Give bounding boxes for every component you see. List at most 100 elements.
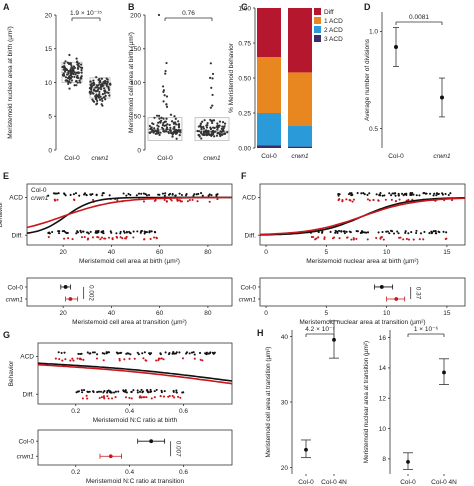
panel-b-point	[205, 124, 208, 127]
panel-e-point	[142, 192, 145, 195]
panel-f-point	[409, 191, 412, 195]
panel-b-point	[223, 132, 227, 135]
panel-e-point	[85, 231, 89, 234]
panel-h1-y-tick-label: 30	[281, 399, 289, 406]
panel-g-point	[182, 391, 185, 394]
panel-a-point	[76, 76, 79, 79]
panel-a-point	[73, 84, 76, 87]
panel-g-point	[100, 396, 103, 399]
panel-b-point	[162, 117, 165, 120]
panel-e2-x-tick-label: 20	[60, 310, 68, 317]
panel-e-point	[137, 192, 141, 195]
panel-b-point	[177, 129, 180, 132]
panel-a-point	[80, 71, 83, 74]
panel-e2-y-label: Col-0	[7, 284, 23, 291]
panel-e-point	[116, 199, 119, 202]
panel-f-point	[422, 238, 425, 241]
panel-g-point	[142, 357, 145, 360]
panel-f-point	[367, 231, 370, 234]
panel-a-point	[98, 96, 101, 99]
panel-e-point	[163, 194, 166, 197]
panel-e-point	[63, 237, 66, 240]
panel-f-point	[418, 238, 421, 241]
panel-f-point	[432, 230, 435, 233]
panel-b-point	[177, 120, 180, 123]
panel-b-point	[200, 128, 203, 131]
panel-f-point	[366, 193, 369, 197]
panel-b-point	[179, 131, 182, 134]
panel-b-y-tick-label: 150	[130, 46, 141, 53]
panel-a-point	[61, 65, 64, 69]
panel-g-point	[175, 351, 178, 354]
panel-a-point	[98, 98, 102, 101]
panel-a-y-label: Meristemoid nuclear area at birth (µm²)	[7, 26, 14, 138]
panel-e-point	[191, 198, 194, 201]
panel-g2-x-tick-label: 0.6	[179, 469, 188, 476]
panel-f-point	[340, 230, 343, 233]
panel-f-point	[355, 230, 358, 233]
panel-a-point	[90, 84, 93, 87]
panel-b-point	[202, 127, 206, 130]
panel-b-point	[158, 133, 161, 137]
panel-e-point	[153, 199, 156, 202]
panel-g2-x-label: Meristemoid N:C ratio at transition	[86, 478, 185, 485]
panel-g-point	[162, 358, 165, 361]
panel-f-fit-crwn1	[259, 197, 466, 236]
panel-f2-x-tick-label: 15	[443, 310, 451, 317]
panel-f-point	[415, 231, 418, 235]
panel-f-x-tick-label: 10	[383, 249, 391, 256]
panel-a-point	[69, 62, 72, 65]
panel-a-point	[104, 94, 107, 97]
panel-e-point	[192, 194, 195, 197]
panel-e-point	[143, 230, 146, 233]
panel-e-point	[57, 192, 60, 195]
panel-f-point	[351, 200, 354, 203]
panel-f-ycat-label: Diff.	[245, 233, 257, 240]
panel-a-point	[92, 79, 95, 82]
panel-a-point	[106, 78, 109, 81]
panel-b-point	[221, 129, 225, 132]
panel-b-point	[203, 130, 206, 133]
panel-e2-annotation: 0.002	[88, 285, 95, 301]
panel-a-point	[71, 71, 74, 75]
panel-g-point	[139, 390, 142, 393]
panel-e-point	[73, 199, 76, 202]
panel-e-point	[83, 192, 87, 195]
panel-a-point	[68, 69, 72, 72]
panel-b-point	[202, 125, 205, 128]
panel-a-point	[68, 87, 71, 90]
panel-e-point	[185, 192, 188, 196]
panel-f-point	[433, 192, 436, 195]
panel-f-point	[445, 231, 448, 234]
panel-g-point	[140, 388, 143, 391]
panel-f-point	[447, 193, 450, 197]
panel-e-ycat-label: ACD	[9, 195, 23, 202]
panel-a-point	[94, 95, 97, 98]
panel-b-y-tick-label: 100	[130, 80, 141, 87]
panel-a-point	[103, 81, 107, 85]
panel-g-point	[110, 397, 114, 400]
panel-g-point	[130, 390, 133, 394]
panel-g-point	[143, 351, 146, 354]
panel-e-point	[148, 231, 151, 234]
panel-b-point	[209, 106, 213, 109]
panel-f-point	[359, 231, 362, 235]
panel-b-point	[169, 131, 173, 134]
panel-f-point	[345, 230, 348, 233]
panel-b-point	[216, 128, 219, 131]
panel-e-point	[91, 236, 94, 239]
panel-b-point	[157, 114, 161, 117]
panel-g-point	[144, 359, 147, 362]
panel-a-point	[90, 86, 93, 89]
panel-a-point	[68, 78, 71, 81]
panel-f-point	[323, 237, 326, 241]
panel-b-point	[158, 120, 162, 123]
panel-f-point	[386, 230, 389, 233]
panel-a-point	[64, 66, 67, 70]
panel-a-point	[92, 89, 95, 92]
panel-g-point	[167, 395, 170, 398]
panel-e-point	[103, 237, 106, 240]
panel-f-point	[402, 238, 405, 241]
panel-f2-y-label: Col-0	[240, 284, 256, 291]
panel-a-point	[95, 84, 98, 87]
